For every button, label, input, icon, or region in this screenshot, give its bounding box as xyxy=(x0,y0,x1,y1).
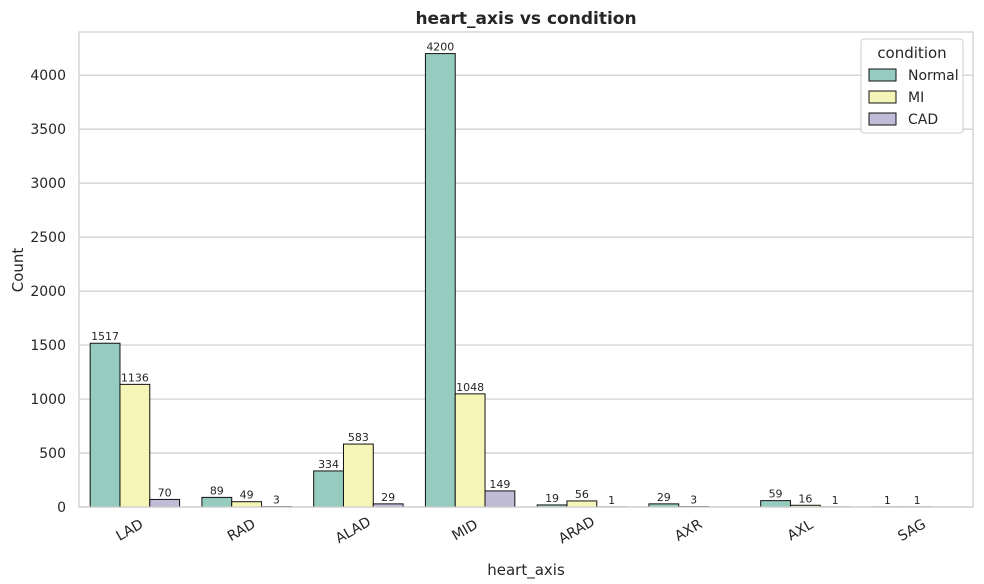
legend-label: Normal xyxy=(908,68,959,84)
gridlines xyxy=(79,74,973,508)
bar-value-label: 3 xyxy=(690,494,697,507)
bar-value-label: 3 xyxy=(273,494,280,507)
bar-mi-mid xyxy=(454,393,486,508)
bar-value-label: 70 xyxy=(158,486,172,499)
legend-swatch-mi xyxy=(868,90,897,104)
y-tick-label: 3500 xyxy=(30,122,66,138)
bar-cad-lad xyxy=(149,498,181,508)
x-tick-label: MID xyxy=(449,517,480,544)
bar-value-label: 59 xyxy=(769,488,783,501)
x-tick-label: ALAD xyxy=(333,514,374,547)
x-tick-labels: LAD RAD ALAD MID ARAD AXR AXL SAG xyxy=(114,514,929,547)
bar-value-label: 1517 xyxy=(91,330,119,343)
legend-box xyxy=(860,38,964,134)
bar-value-label: 29 xyxy=(657,491,671,504)
bar-value-label: 1 xyxy=(608,494,615,507)
bar-value-label: 1136 xyxy=(121,371,149,384)
y-axis-label: Count xyxy=(9,248,27,293)
bar-value-label: 4200 xyxy=(426,41,454,54)
y-tick-label: 4000 xyxy=(30,68,66,84)
bar-value-label: 1 xyxy=(884,494,891,507)
legend-label: CAD xyxy=(908,112,938,128)
bar-value-label: 334 xyxy=(318,458,339,471)
x-tick-label: LAD xyxy=(114,516,147,544)
legend-title: condition xyxy=(877,44,946,62)
y-tick-label: 1000 xyxy=(30,392,66,408)
y-tick-label: 2000 xyxy=(30,284,66,300)
y-tick-label: 3000 xyxy=(30,176,66,192)
bar-labels: 1517 1136 70 89 49 3 334 583 29 4200 1048 149 19 56 1 2… xyxy=(91,41,921,507)
bar-value-label: 16 xyxy=(798,492,812,505)
x-tick-label: AXL xyxy=(785,517,817,544)
bar-mi-alad xyxy=(342,443,374,508)
bar-mi-rad xyxy=(231,501,263,508)
bar-value-label: 583 xyxy=(348,431,369,444)
bar-normal-alad xyxy=(313,470,344,508)
y-tick-label: 0 xyxy=(57,500,66,516)
bar-cad-mid xyxy=(484,490,516,508)
legend-label: MI xyxy=(908,90,924,106)
chart-title: heart_axis vs condition xyxy=(415,9,636,29)
bar-normal-rad xyxy=(201,496,233,508)
x-tick-label: ARAD xyxy=(556,514,598,547)
bar-value-label: 149 xyxy=(489,478,510,491)
y-tick-label: 500 xyxy=(39,446,66,462)
bar-value-label: 56 xyxy=(575,488,589,501)
x-tick-label: SAG xyxy=(895,516,928,545)
bar-value-label: 19 xyxy=(545,492,559,505)
bar-value-label: 29 xyxy=(381,491,395,504)
bar-normal-lad xyxy=(89,342,121,508)
y-tick-labels: 0 500 1000 1500 2000 2500 3000 3500 4000 xyxy=(30,68,66,516)
bar-mi-lad xyxy=(119,383,151,508)
bar-normal-axl xyxy=(760,500,791,508)
bar-value-label: 89 xyxy=(210,484,224,497)
bar-normal-mid xyxy=(424,53,456,508)
bars xyxy=(89,53,933,508)
legend-swatch-cad xyxy=(868,112,897,126)
legend: condition Normal MI CAD xyxy=(860,38,964,134)
bar-value-label: 49 xyxy=(240,489,254,502)
bar-value-label: 1048 xyxy=(456,381,484,394)
legend-swatch-normal xyxy=(868,68,897,82)
bar-mi-arad xyxy=(566,500,598,508)
bar-value-label: 1 xyxy=(832,494,839,507)
x-axis-label: heart_axis xyxy=(487,561,565,580)
plot-frame xyxy=(78,31,974,508)
y-tick-label: 2500 xyxy=(30,230,66,246)
bar-value-label: 1 xyxy=(914,494,921,507)
y-tick-label: 1500 xyxy=(30,338,66,354)
x-tick-label: RAD xyxy=(225,516,259,545)
x-tick-label: AXR xyxy=(672,516,705,544)
